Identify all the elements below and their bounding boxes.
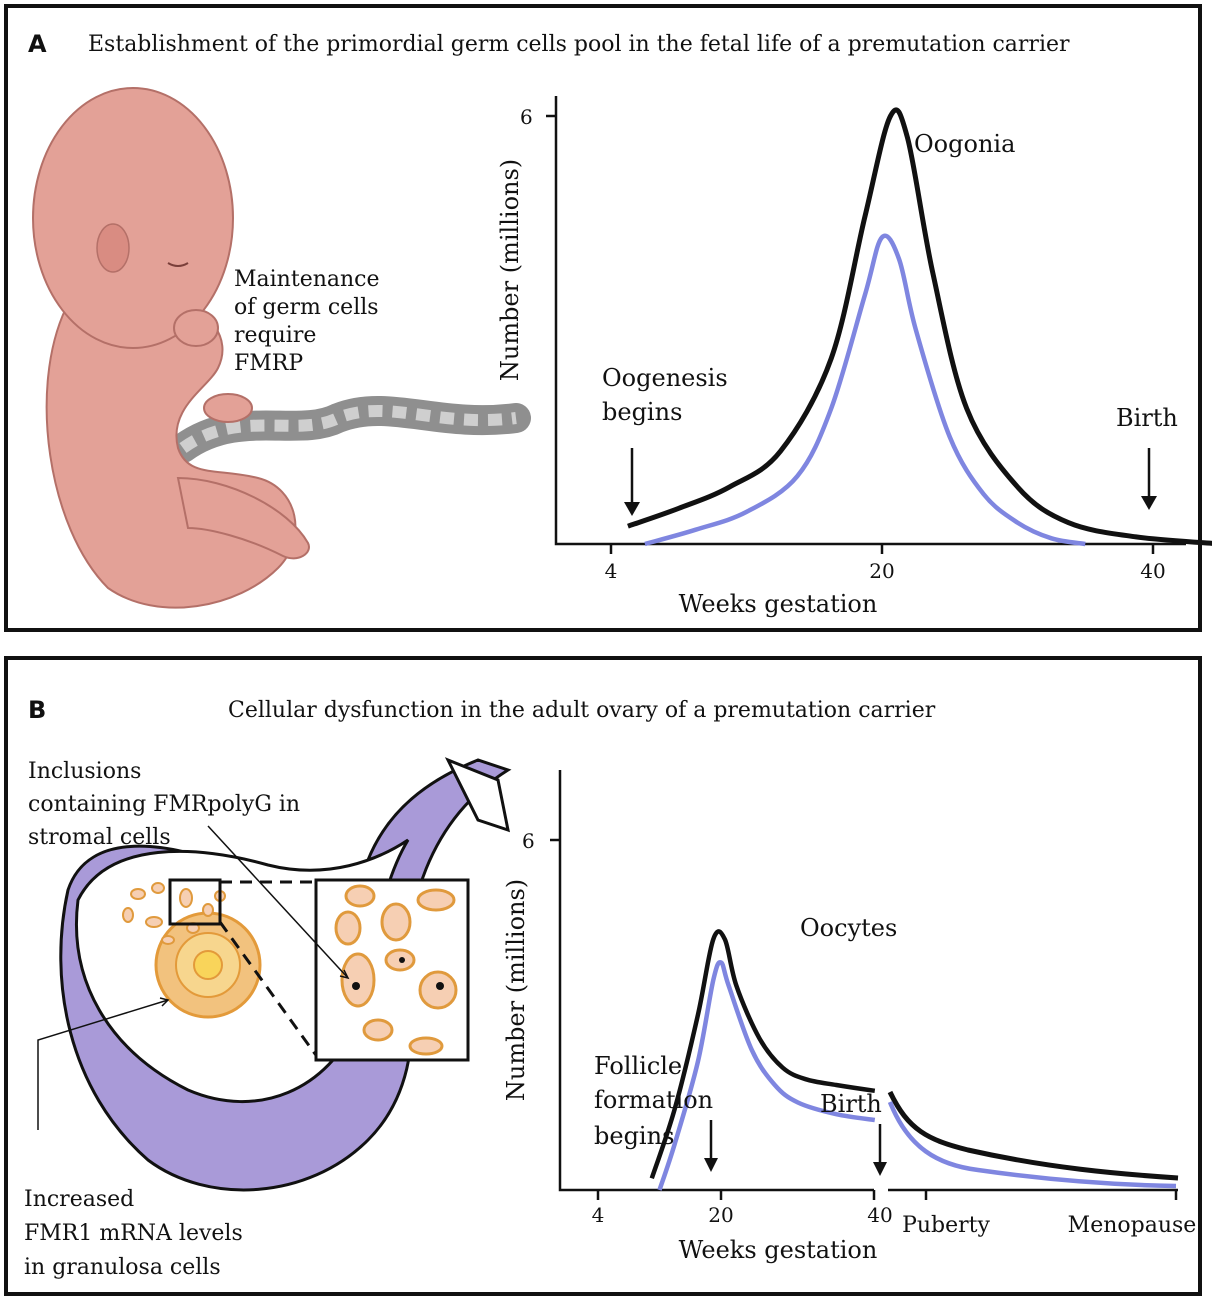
oocytes-premutation-postnatal-line [887,1101,1177,1189]
umbilical-cord-twist [179,405,517,453]
ovary-ligament-cut [444,757,510,833]
annotation-start-line: Oogenesis [602,364,728,392]
x-tick-label: 40 [867,1203,892,1227]
inclusion-dot [436,982,444,990]
chart-a-axes [554,96,1186,546]
x-tick-label: 4 [605,559,618,583]
granulosa-label-line: in granulosa cells [24,1255,221,1280]
stromal-cells [122,882,226,945]
x-axis-label: Weeks gestation [679,1236,878,1264]
start-arrowhead [624,502,640,516]
granulosa-label-line: Increased [24,1187,134,1212]
panel-a-graphic: Maintenance of germ cells require FMRP 6… [32,87,1212,618]
x-axis-label: Weeks gestation [679,590,878,618]
zoom-source-box [168,878,222,926]
panel-tag: A [28,30,47,58]
oocyte [193,950,223,980]
panel-a: A Establishment of the primordial germ c… [4,4,1212,632]
annotation-start-line: begins [594,1122,674,1150]
annotation-start-line: formation [594,1086,713,1114]
fetus-label-line: FMRP [234,351,303,376]
inclusion-label-line: Inclusions [28,759,141,784]
x-tick-label: 40 [1140,559,1165,583]
y-tick-label: 6 [522,829,535,853]
panel-b-graphic: Inclusions containing FMRpolyG in stroma… [24,757,1197,1280]
fetus-head [32,87,234,349]
ovary-illustration [37,757,512,1192]
series-label: Oocytes [800,914,897,942]
annotation-end: Birth [1116,404,1178,432]
fetus-ear [96,223,130,273]
annotation-start-line: Follicle [594,1052,682,1080]
granulosa-pointer [37,999,169,1130]
x-tick-label: 20 [869,559,894,583]
granulosa-label-line: FMR1 mRNA levels [24,1221,243,1246]
panel-tag: B [28,696,47,724]
fetus-label-line: Maintenance [234,267,380,292]
oocytes-normal-postnatal-line [887,1090,1179,1181]
annotation-end: Birth [820,1090,882,1118]
inclusion-pointer-head [339,969,350,980]
oogonia-normal-line [627,107,1212,546]
oocytes-premutation-line [657,960,876,1191]
series-label: Oogonia [914,130,1015,158]
inclusion-label-line: stromal cells [28,825,171,850]
inclusion-dot [352,982,360,990]
panel-b: B Cellular dysfunction in the adult ovar… [4,656,1202,1296]
fetus-label-line: of germ cells [234,295,379,320]
fetus-label-line: require [234,323,316,348]
x-tick-label-right: Menopause [1068,1213,1197,1238]
y-axis-label: Number (millions) [496,159,524,381]
granulosa-pointer-head [159,997,170,1007]
panel-title: Establishment of the primordial germ cel… [88,32,1070,57]
zoom-lines [218,880,320,1059]
x-tick-label-right: Puberty [902,1213,990,1238]
fetus-leg [176,476,310,560]
fetus-hand [203,393,253,423]
oogonia-premutation-line [644,233,1086,547]
end-arrowhead [873,1162,887,1176]
chart-b-axes-left [558,770,874,1192]
inclusion-pointer [207,825,349,979]
x-tick-label: 4 [592,1203,605,1227]
inclusion-dot [399,957,405,963]
magnified-stromal-cells [334,884,458,1056]
inclusion-label-line: containing FMRpolyG in [28,792,300,817]
y-axis-label: Number (millions) [502,879,530,1101]
start-arrowhead [704,1158,718,1172]
oocytes-normal-line [649,929,876,1180]
x-tick-label: 20 [708,1203,733,1227]
panel-title: Cellular dysfunction in the adult ovary … [228,698,936,723]
annotation-start-line: begins [602,398,682,426]
end-arrowhead [1141,496,1157,510]
fetus-eye [167,262,189,267]
fetus-illustration [32,87,531,609]
fetus-hand [173,309,219,347]
y-tick-label: 6 [520,105,533,129]
